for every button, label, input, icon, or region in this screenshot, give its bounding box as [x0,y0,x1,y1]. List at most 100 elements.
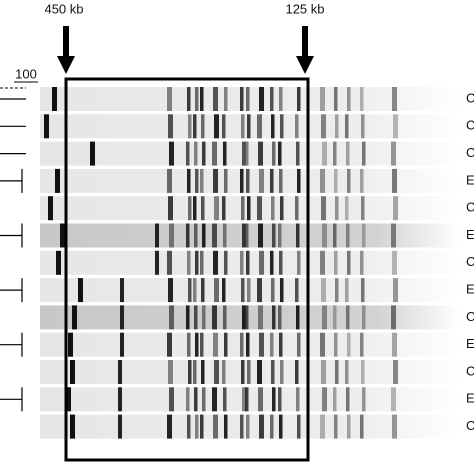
band [167,250,172,275]
band [193,196,197,221]
band [120,332,124,357]
band [346,305,350,330]
band [346,141,350,166]
band [392,250,397,275]
band [44,114,49,139]
band [223,141,227,166]
band [212,223,217,248]
marker-label: 450 kb [44,1,83,16]
band [295,360,299,384]
band [168,196,173,221]
band [295,114,299,139]
band [345,114,349,139]
arrow-head [57,56,75,74]
band [257,278,262,303]
band [55,168,60,193]
band [272,305,276,330]
band [200,87,204,111]
lane [40,168,460,193]
band [257,196,262,221]
band [320,414,325,439]
lane-label: C [466,363,474,378]
band [240,332,244,357]
band [259,87,264,111]
band [188,114,192,139]
band [224,168,228,193]
band [242,141,246,166]
band [297,250,301,275]
band [195,332,199,357]
band [279,414,283,439]
lane [40,305,460,330]
band [222,196,226,221]
band [272,141,276,166]
band [193,278,197,303]
band [193,360,197,384]
band [66,387,71,412]
band [270,168,274,193]
band [362,387,366,412]
band [278,141,282,166]
band [279,168,283,193]
lane [40,250,460,275]
band [320,250,325,275]
band [322,387,327,412]
band [271,196,275,221]
band [222,278,226,303]
band [214,278,219,303]
band [186,141,190,166]
band [214,196,219,221]
band [246,168,250,193]
band [295,278,299,303]
band [271,114,275,139]
band [335,196,339,221]
lane-label: C [466,309,474,324]
band [70,414,75,439]
band [194,387,198,412]
band [257,360,262,384]
arrow-shaft [63,26,69,58]
band [278,387,282,412]
band [167,414,172,439]
scale-label: 100 [15,66,37,81]
band [200,414,204,439]
lane [40,87,460,111]
band [297,332,301,357]
band [393,196,398,221]
band [360,87,364,111]
band [200,250,204,275]
band [72,305,77,330]
band [345,278,349,303]
band [333,141,337,166]
arrow [296,26,314,74]
band [201,196,205,221]
band [188,360,192,384]
arrow-shaft [302,26,308,58]
band [391,141,396,166]
band [246,250,250,275]
band [335,278,339,303]
band [392,87,397,111]
band [321,360,326,384]
band [202,223,206,248]
band [188,278,192,303]
band [345,360,349,384]
lane-label: E [466,172,474,187]
band [240,414,244,439]
lane-label: C [466,200,474,215]
band [346,387,350,412]
band [393,278,398,303]
band [246,87,250,111]
band [297,414,301,439]
band [361,360,365,384]
lane [40,414,460,439]
lane-label: C [466,418,474,433]
band [155,250,159,275]
band [90,141,95,166]
lane-label: E [466,227,474,242]
band [241,114,245,139]
band [246,414,250,439]
band [187,332,191,357]
band [320,332,325,357]
band [168,278,173,303]
